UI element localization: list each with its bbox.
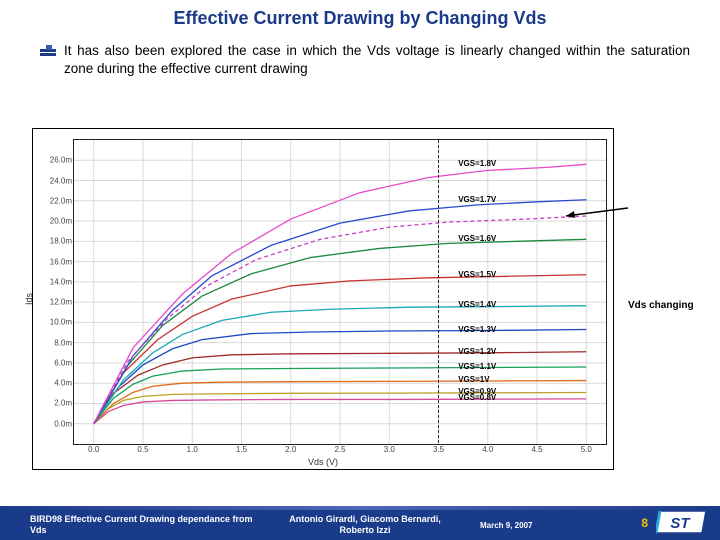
y-tick: 20.0m [50,217,74,226]
vgs-label: VGS=1.1V [458,362,496,371]
arrow-icon [560,202,630,222]
y-tick: 6.0m [54,358,74,367]
bullet-icon [40,42,56,64]
svg-text:ST: ST [670,515,691,532]
st-logo: ST [656,507,710,537]
x-tick: 4.0 [482,444,493,454]
slide-title: Effective Current Drawing by Changing Vd… [0,8,720,29]
footer-page-number: 8 [641,516,648,530]
x-tick: 5.0 [581,444,592,454]
y-tick: 8.0m [54,338,74,347]
y-axis-label: Ids [24,293,34,305]
x-tick: 0.5 [137,444,148,454]
vgs-label: VGS=0.8V [458,393,496,402]
x-tick: 3.5 [433,444,444,454]
vgs-label: VGS=1.8V [458,159,496,168]
footer-date: March 9, 2007 [480,521,532,530]
y-tick: 2.0m [54,399,74,408]
y-tick: 0.0m [54,419,74,428]
bullet-row: It has also been explored the case in wh… [40,42,690,78]
y-tick: 10.0m [50,318,74,327]
vgs-label: VGS=1.7V [458,195,496,204]
x-tick: 1.0 [187,444,198,454]
y-tick: 24.0m [50,176,74,185]
slide: Effective Current Drawing by Changing Vd… [0,0,720,540]
x-tick: 4.5 [531,444,542,454]
vgs-label: VGS=1.6V [458,234,496,243]
vds-changing-label: Vds changing [628,300,694,311]
footer-left-text: BIRD98 Effective Current Drawing dependa… [30,514,260,536]
y-tick: 12.0m [50,298,74,307]
x-tick: 1.5 [236,444,247,454]
y-tick: 22.0m [50,196,74,205]
footer: BIRD98 Effective Current Drawing dependa… [0,494,720,540]
vgs-label: VGS=1.5V [458,270,496,279]
y-tick: 14.0m [50,277,74,286]
chart-svg [74,140,606,444]
vgs-label: VGS=1.2V [458,347,496,356]
y-tick: 4.0m [54,379,74,388]
vgs-label: VGS=1.4V [458,300,496,309]
x-tick: 2.0 [285,444,296,454]
y-tick: 26.0m [50,156,74,165]
x-tick: 2.5 [334,444,345,454]
x-tick: 0.0 [88,444,99,454]
vgs-label: VGS=1V [458,375,489,384]
x-tick: 3.0 [384,444,395,454]
footer-middle-text: Antonio Girardi, Giacomo Bernardi, Rober… [280,514,450,536]
y-tick: 18.0m [50,237,74,246]
x-axis-label: Vds (V) [33,457,613,467]
chart-container: 0.0 0.5 1.0 1.5 2.0 2.5 3.0 3.5 4.0 4.5 5.0 0.0m 2.0… [32,128,614,470]
y-tick: 16.0m [50,257,74,266]
plot-area: 0.00.51.01.52.02.53.03.54.04.55.00.0m2.0… [73,139,607,445]
vgs-label: VGS=1.3V [458,325,496,334]
bullet-text: It has also been explored the case in wh… [64,42,690,78]
